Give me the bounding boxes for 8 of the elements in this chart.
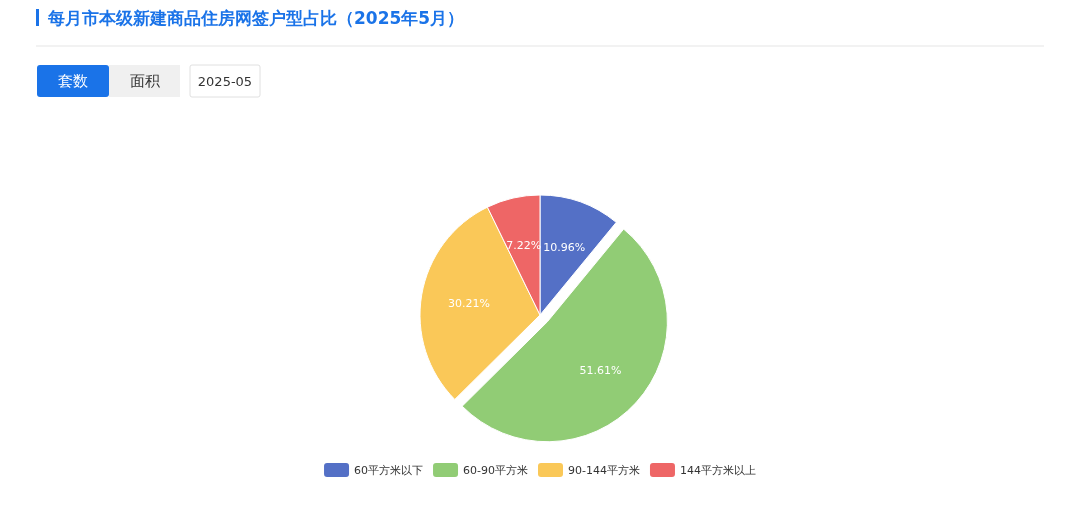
data-label: 30.21% (448, 296, 490, 310)
legend-label: 144平方米以上 (679, 464, 756, 477)
legend-label: 60-90平方米 (463, 464, 528, 477)
legend-label: 90-144平方米 (568, 464, 640, 477)
chart-title: 每月市本级新建商品住房网签户型占比（2025年5月） (47, 8, 465, 28)
legend-label: 60平方米以下 (354, 464, 424, 477)
data-label: 10.96% (543, 241, 586, 255)
data-label: 51.61% (579, 364, 622, 378)
